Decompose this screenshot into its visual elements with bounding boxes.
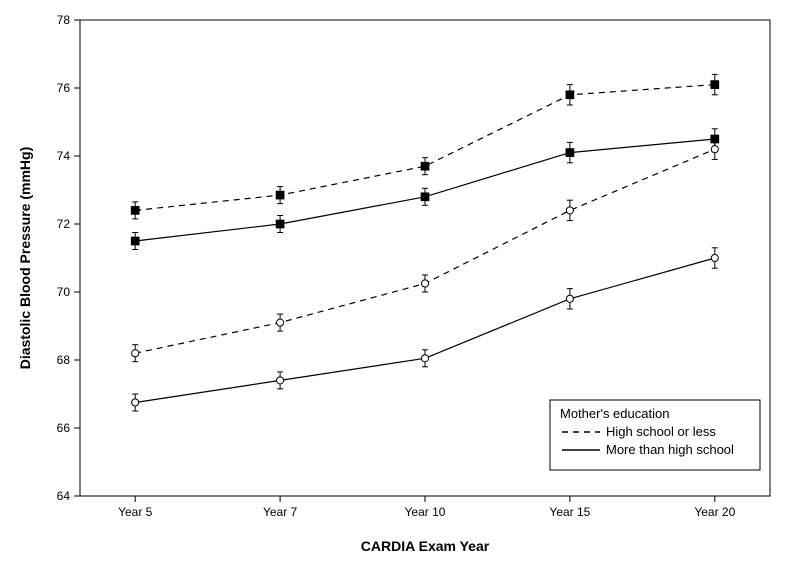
data-marker xyxy=(421,355,428,362)
y-tick-label: 74 xyxy=(57,149,71,163)
x-tick-label: Year 15 xyxy=(549,505,590,519)
data-marker xyxy=(132,399,139,406)
data-marker xyxy=(421,193,429,201)
legend-title: Mother's education xyxy=(560,406,669,421)
data-marker xyxy=(132,350,139,357)
data-marker xyxy=(131,207,139,215)
chart-container: 64 66 68 70 72 74 76 78 Year 5 Year 7 Year 10 Year … xyxy=(0,0,800,576)
legend-item-label: High school or less xyxy=(606,424,716,439)
y-tick-label: 76 xyxy=(57,81,71,95)
data-marker xyxy=(277,377,284,384)
data-marker xyxy=(711,81,719,89)
y-tick-label: 64 xyxy=(57,489,71,503)
data-marker xyxy=(276,191,284,199)
x-tick-label: Year 7 xyxy=(263,505,298,519)
data-marker xyxy=(711,254,718,261)
y-tick-label: 72 xyxy=(57,217,71,231)
data-marker xyxy=(711,146,718,153)
x-tick-label: Year 10 xyxy=(405,505,446,519)
y-tick-label: 78 xyxy=(57,13,71,27)
line-chart: 64 66 68 70 72 74 76 78 Year 5 Year 7 Year 10 Year … xyxy=(0,0,800,576)
y-tick-label: 70 xyxy=(57,285,71,299)
legend-item-label: More than high school xyxy=(606,442,734,457)
x-tick-label: Year 20 xyxy=(694,505,735,519)
data-marker xyxy=(421,280,428,287)
x-tick-label: Year 5 xyxy=(118,505,153,519)
data-marker xyxy=(566,91,574,99)
data-marker xyxy=(276,220,284,228)
data-marker xyxy=(566,295,573,302)
data-marker xyxy=(566,207,573,214)
data-marker xyxy=(566,149,574,157)
data-marker xyxy=(421,162,429,170)
x-axis-label: CARDIA Exam Year xyxy=(361,538,490,554)
y-tick-label: 68 xyxy=(57,353,71,367)
data-marker xyxy=(131,237,139,245)
y-tick-label: 66 xyxy=(57,421,71,435)
data-marker xyxy=(277,319,284,326)
y-axis-label: Diastolic Blood Pressure (mmHg) xyxy=(17,147,33,370)
